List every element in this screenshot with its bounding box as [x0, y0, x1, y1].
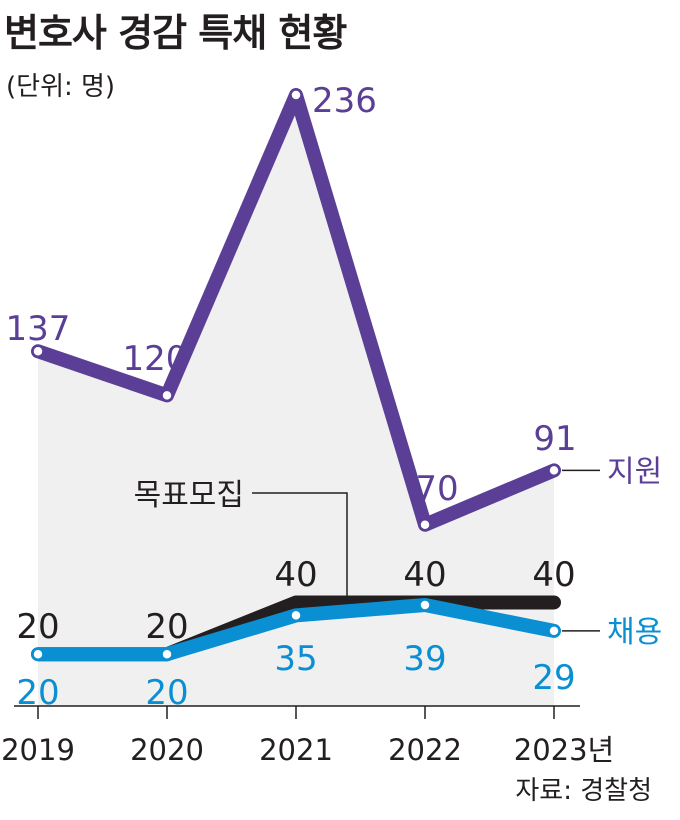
x-tick-label: 2022 — [388, 733, 462, 767]
hired-value-label: 20 — [16, 673, 59, 713]
hired-point — [289, 608, 303, 623]
support-series-label: 지원 — [607, 454, 662, 489]
hired-value-label: 35 — [274, 639, 317, 679]
support-value-label: 120 — [123, 339, 188, 379]
hired-point — [418, 598, 432, 612]
source-note: 자료: 경찰청 — [515, 776, 652, 806]
x-tick-label: 2023년 — [514, 733, 614, 767]
target-value-label: 40 — [274, 555, 317, 595]
target-leader-line — [252, 492, 348, 605]
target-series-label: 목표모집 — [134, 478, 244, 513]
support-value-label: 137 — [6, 309, 71, 349]
hired-value-label: 39 — [403, 639, 446, 679]
target-value-label: 20 — [145, 607, 188, 647]
hired-point — [160, 647, 174, 661]
target-value-label: 40 — [532, 555, 575, 595]
x-tick-label: 2021 — [259, 733, 333, 767]
support-point — [289, 88, 303, 102]
hired-value-label: 20 — [145, 673, 188, 713]
support-value-label: 236 — [312, 81, 377, 121]
target-value-label: 40 — [403, 555, 446, 595]
hired-series-label: 채용 — [607, 615, 662, 650]
hired-value-label: 29 — [532, 658, 575, 698]
support-value-label: 91 — [533, 419, 576, 459]
support-point — [160, 388, 174, 403]
hired-point — [31, 647, 45, 661]
x-tick-label: 2019 — [1, 733, 75, 767]
chart-title: 변호사 경감 특채 현황 — [4, 11, 347, 55]
support-area — [38, 94, 554, 707]
support-point — [418, 518, 432, 532]
hired-point — [547, 624, 561, 638]
support-point — [31, 344, 45, 359]
support-value-label: 70 — [415, 469, 458, 509]
x-tick-label: 2020 — [130, 733, 204, 767]
target-value-label: 20 — [16, 607, 59, 647]
unit-label: (단위: 명) — [6, 72, 116, 102]
support-point — [547, 463, 561, 478]
